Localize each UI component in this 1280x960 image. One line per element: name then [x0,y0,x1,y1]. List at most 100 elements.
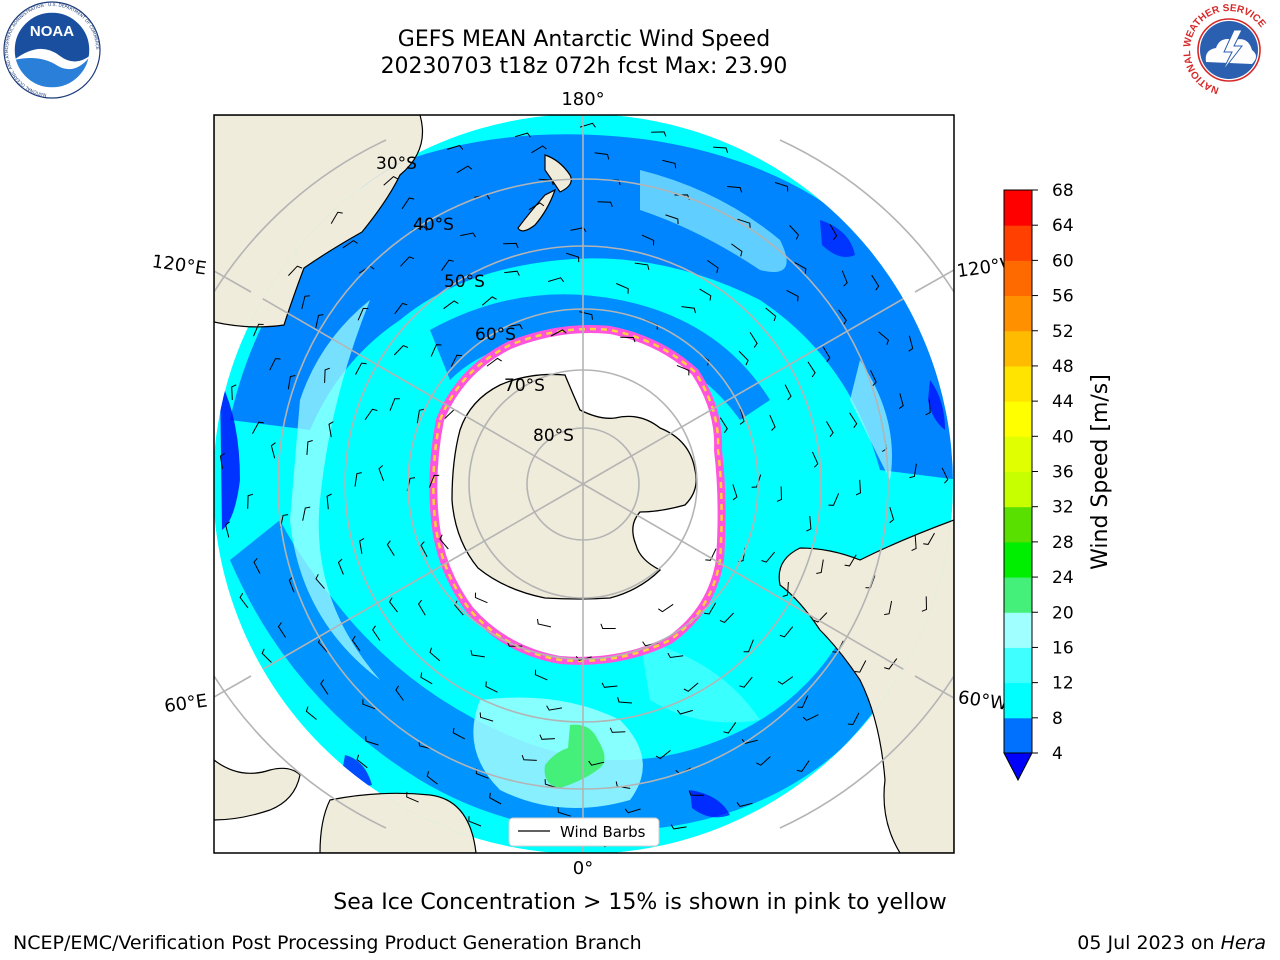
wind-barb [719,417,728,433]
wind-barb [667,652,684,659]
noaa-logo-icon: NOAA NATIONAL OCEANIC AND ATMOSPHERIC AD… [3,1,101,99]
colorbar-tick-label: 64 [1052,216,1074,236]
wind-barb [315,314,324,329]
wind-barb [328,421,334,438]
wind-barb [337,558,344,575]
wind-barb [365,736,379,746]
wind-barb [269,358,281,371]
wind-barb [769,414,776,431]
wind-barb [456,165,473,174]
wind-barb [326,493,332,510]
wind-barb [305,706,317,720]
wind-barb [452,727,466,740]
colorbar-bin [1004,647,1032,684]
wind-barb [443,300,459,310]
colorbar-tick-label: 28 [1052,533,1074,553]
wind-barb [911,535,917,552]
wind-barb [288,265,303,276]
wind-barb [514,132,531,138]
wind-barb [681,306,696,314]
colorbar-bin [1004,260,1032,297]
colorbar-bin [1004,401,1032,437]
wind-barb [641,234,655,246]
colorbar-tick-label: 52 [1052,322,1074,342]
colorbar-bin [1004,506,1032,543]
wind-barb [813,612,828,623]
map-frame [213,114,955,854]
wind-barb [430,344,442,357]
wind-barb [386,540,395,556]
colorbar-bin [1004,541,1032,578]
wind-barb [620,336,636,343]
wind-barb [395,685,404,701]
map-panel: Wind Barbs [214,115,954,853]
wind-barb [521,754,537,761]
wind-barb [579,122,596,128]
wind-barb [683,682,699,692]
wind-barb [594,152,610,160]
wind-barb [849,412,858,428]
colorbar-tick-label: 36 [1052,463,1074,483]
wind-barb [670,824,687,830]
wind-barb [219,453,225,469]
wind-barb [356,754,368,769]
wind-barb [460,232,477,238]
wind-barb [481,296,497,306]
wind-barb [429,647,441,662]
wind-barb [252,421,264,434]
colorbar-bin [1004,471,1032,508]
legend-label: Wind Barbs [560,823,646,841]
colorbar-under-arrow [1003,752,1033,782]
wind-barb [479,712,494,722]
wind-barb [617,697,633,704]
wind-barb [389,398,400,411]
wind-barb [261,648,272,663]
wind-barb [616,283,629,294]
wind-barb [847,712,860,726]
colorbar-tick-label: 44 [1052,392,1074,412]
wind-barb [921,596,928,612]
wind-barb [439,534,449,550]
wind-barb [723,722,737,734]
wind-barb [786,289,799,302]
wind-barb [277,622,287,638]
wind-barb [450,354,462,368]
wind-barb [829,224,838,241]
wind-barb [739,676,753,688]
wind-barb [797,695,809,708]
wind-barb [789,225,799,240]
colorbar-tick-label: 16 [1052,638,1074,658]
wind-barb [557,807,572,817]
wind-barb [676,364,690,376]
wind-barb [383,175,399,186]
colorbar-bin [1004,225,1032,261]
colorbar-tick-label: 12 [1052,674,1074,694]
wind-barb [486,357,502,367]
wind-barb [288,576,295,593]
wind-barb [743,639,754,653]
wind-barb [447,144,464,150]
wind-barb [751,474,762,488]
wind-barb [609,727,626,733]
wind-barb [756,756,771,766]
wind-barb [351,635,361,652]
wind-barb [909,463,917,479]
lat-label-80: 80°S [533,426,574,446]
wind-barb [782,581,789,597]
wind-barb [878,331,889,345]
colorbar-bin [1004,295,1032,332]
antarctica-land [451,373,697,600]
wind-barb [704,602,717,615]
wind-barb [420,672,433,685]
wind-barb [531,145,547,154]
wind-barb [816,559,824,574]
wind-barb [898,393,904,410]
wind-barbs-legend: Wind Barbs [508,817,660,847]
wind-barb [253,323,264,337]
wind-barb [548,277,565,283]
wind-barb [871,274,880,291]
noaa-logo-text: NOAA [30,23,74,40]
wind-barb [320,679,329,695]
wind-barb [731,243,743,257]
